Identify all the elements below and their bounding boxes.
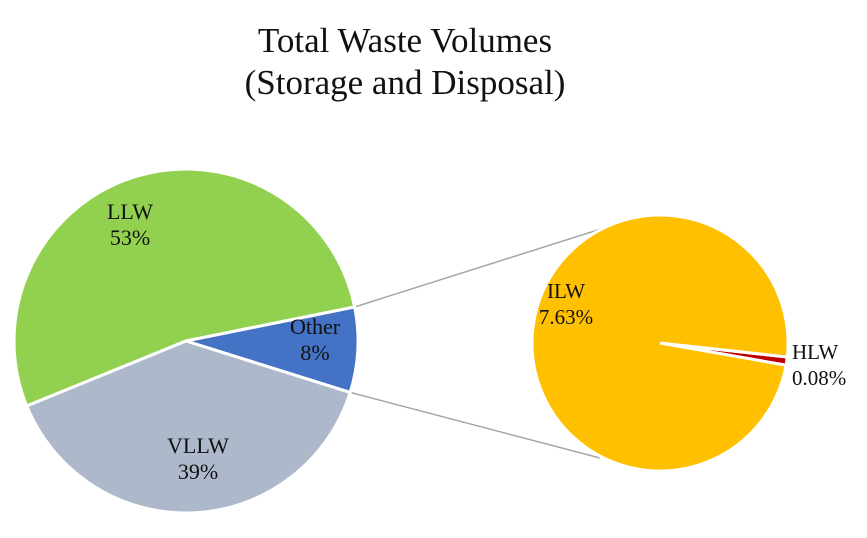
chart-title-block: Total Waste Volumes (Storage and Disposa… bbox=[0, 20, 810, 104]
slice-label-other: Other bbox=[290, 314, 341, 339]
connector-line-top bbox=[354, 227, 605, 308]
connector-line-bottom bbox=[349, 391, 601, 459]
slice-value-vllw: 39% bbox=[178, 459, 218, 484]
pie-slice-llw bbox=[12, 167, 357, 408]
slice-label-ilw: ILW bbox=[547, 279, 585, 303]
slice-value-other: 8% bbox=[300, 340, 329, 365]
chart-subtitle: (Storage and Disposal) bbox=[244, 63, 566, 102]
connector-lines bbox=[349, 227, 605, 459]
slice-label-vllw: VLLW bbox=[167, 433, 229, 458]
main-pie bbox=[12, 167, 360, 515]
pie-slice-vllw bbox=[24, 339, 353, 515]
pie-slice-ilw bbox=[530, 213, 790, 473]
slice-label-hlw: HLW bbox=[792, 340, 838, 364]
chart-title: Total Waste Volumes bbox=[257, 21, 553, 60]
slice-value-hlw: 0.08% bbox=[792, 366, 846, 390]
secondary-pie bbox=[530, 213, 790, 473]
slice-label-llw: LLW bbox=[107, 199, 153, 224]
slice-value-ilw: 7.63% bbox=[539, 305, 593, 329]
slice-value-llw: 53% bbox=[110, 225, 150, 250]
